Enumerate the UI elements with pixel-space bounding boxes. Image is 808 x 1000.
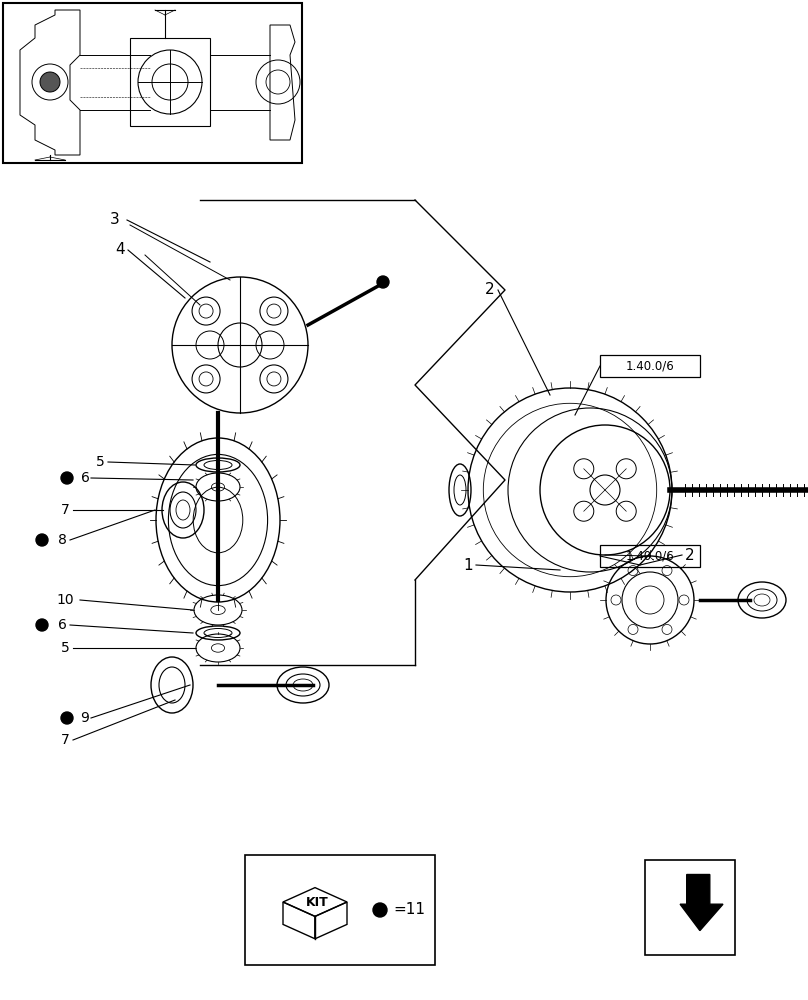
Text: 6: 6 xyxy=(57,618,66,632)
Circle shape xyxy=(40,72,60,92)
Text: 1.40.0/6: 1.40.0/6 xyxy=(625,550,675,562)
Circle shape xyxy=(61,712,73,724)
Text: 10: 10 xyxy=(57,593,74,607)
Text: 7: 7 xyxy=(61,733,69,747)
Text: 9: 9 xyxy=(81,711,90,725)
Text: 5: 5 xyxy=(61,641,69,655)
Text: 3: 3 xyxy=(110,213,120,228)
Text: 4: 4 xyxy=(116,242,124,257)
Text: 1.40.0/6: 1.40.0/6 xyxy=(625,360,675,372)
Bar xyxy=(130,38,210,126)
Text: =11: =11 xyxy=(393,902,425,918)
Bar xyxy=(600,545,700,567)
Text: 6: 6 xyxy=(81,471,90,485)
Polygon shape xyxy=(680,874,723,931)
Text: 7: 7 xyxy=(61,503,69,517)
Bar xyxy=(3,3,302,163)
Circle shape xyxy=(373,903,387,917)
Text: 5: 5 xyxy=(95,455,104,469)
Circle shape xyxy=(36,534,48,546)
Bar xyxy=(645,860,735,955)
Text: 8: 8 xyxy=(57,533,66,547)
Circle shape xyxy=(377,276,389,288)
Bar xyxy=(600,355,700,377)
Text: 2: 2 xyxy=(485,282,494,298)
Bar xyxy=(245,855,435,965)
Text: 1: 1 xyxy=(463,558,473,572)
Circle shape xyxy=(61,472,73,484)
Text: 2: 2 xyxy=(685,548,695,562)
Circle shape xyxy=(36,619,48,631)
Text: KIT: KIT xyxy=(305,896,328,909)
